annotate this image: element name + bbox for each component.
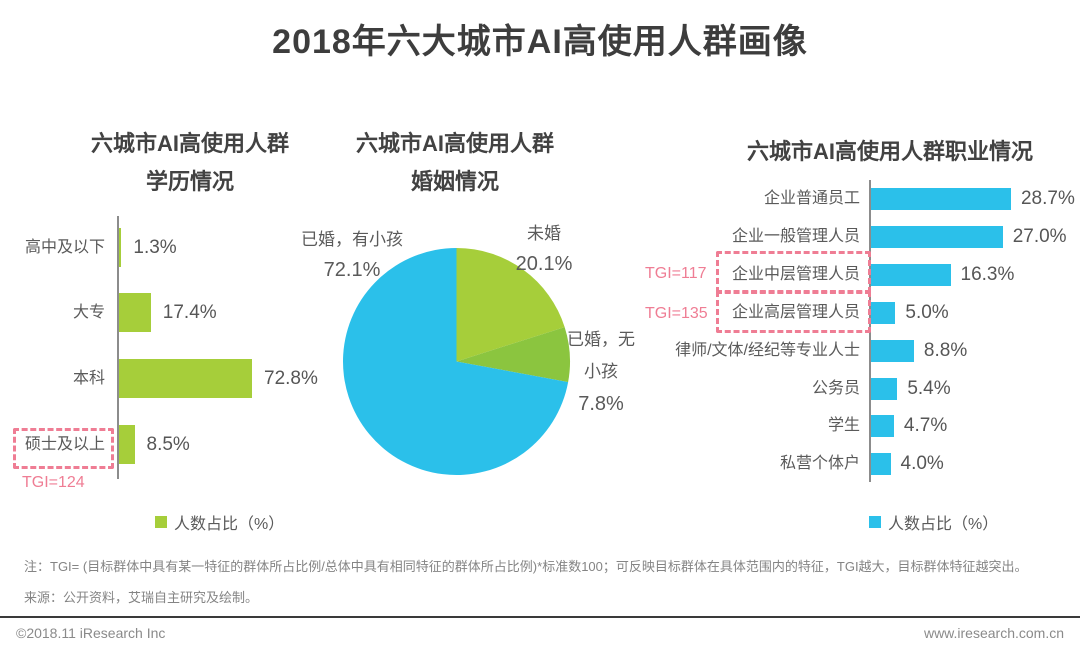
bar-value-label: 72.8% — [264, 368, 318, 390]
bar-value-label: 27.0% — [1012, 225, 1067, 247]
occupation-chart-title: 六城市AI高使用人群职业情况 — [746, 139, 1033, 164]
bar-category-label: 企业一般管理人员 — [731, 227, 860, 245]
education-tgi-label: TGI=124 — [22, 474, 85, 491]
occupation-tgi-label-mid: TGI=117 — [645, 265, 707, 282]
occupation-tgi-label-top: TGI=135 — [645, 305, 708, 322]
education-chart-title-line2: 学历情况 — [145, 169, 234, 194]
bar-category-label: 学生 — [827, 417, 860, 435]
source-note: 来源：公开资料，艾瑞自主研究及绘制。 — [24, 590, 259, 605]
bar-value-label: 4.7% — [903, 415, 948, 437]
bar — [871, 301, 896, 324]
bar-value-label: 17.4% — [162, 302, 217, 324]
bar-category-label: 企业普通员工 — [763, 190, 860, 207]
pie-label-value: 20.1% — [515, 253, 573, 275]
pie-label-unmarried: 未婚 20.1% — [498, 218, 590, 280]
bar — [119, 424, 135, 464]
bar — [871, 188, 1011, 210]
bar-category-label: 企业高层管理人员 — [731, 303, 860, 321]
pie-label-text: 未婚 — [527, 224, 561, 243]
bar-value-label: 16.3% — [960, 263, 1015, 285]
occupation-tgi-highlight-box-mid — [716, 251, 871, 293]
bar — [871, 377, 898, 400]
bar-value-label: 8.8% — [923, 339, 968, 361]
education-chart-title-line1: 六城市AI高使用人群 — [90, 131, 289, 156]
education-legend: 人数占比（%） — [155, 510, 284, 534]
website-url: www.iresearch.com.cn — [923, 625, 1064, 641]
bar-category-label: 私营个体户 — [779, 455, 860, 473]
bar-category-label: 律师/文体/经纪等专业人士 — [675, 341, 860, 359]
marriage-chart-title-line2: 婚姻情况 — [410, 169, 499, 194]
bar-value-label: 5.0% — [905, 301, 949, 323]
bar — [119, 227, 122, 267]
occupation-legend-label: 人数占比（%） — [888, 516, 999, 533]
bar — [871, 225, 1003, 248]
pie-label-married-no-kids: 已婚，无小孩 7.8% — [561, 324, 641, 420]
bar-category-label: 本科 — [72, 370, 105, 388]
occupation-tgi-highlight-box-top — [716, 291, 871, 333]
bar — [119, 359, 252, 399]
bar-value-label: 8.5% — [146, 433, 190, 455]
bar-category-label: 大专 — [72, 304, 105, 322]
bar-value-label: 4.0% — [900, 453, 944, 475]
education-legend-label: 人数占比（%） — [174, 516, 285, 533]
bar-value-label: 1.3% — [133, 236, 177, 258]
pie-label-value: 72.1% — [323, 259, 381, 281]
pie-slice — [343, 248, 569, 475]
education-tgi-highlight-box — [13, 428, 114, 469]
pie-label-married-with-kids: 已婚，有小孩 72.1% — [288, 224, 416, 286]
pie-slice — [456, 248, 565, 362]
bar-category-label: 公务员 — [811, 379, 860, 397]
bar-value-label: 5.4% — [907, 377, 951, 399]
bar — [871, 263, 951, 286]
pie-label-value: 7.8% — [578, 393, 624, 415]
pie-slice — [456, 327, 570, 383]
bar — [871, 415, 894, 438]
marriage-chart-title-line1: 六城市AI高使用人群 — [355, 131, 554, 156]
bar — [871, 339, 914, 362]
tgi-footnote: 注：TGI= (目标群体中具有某一特征的群体所占比例/总体中具有相同特征的群体所… — [24, 559, 1028, 574]
marriage-pie-chart — [343, 248, 570, 475]
bar-category-label: 高中及以下 — [24, 238, 105, 256]
bar-category-label: 硕士及以上 — [24, 435, 105, 453]
occupation-legend: 人数占比（%） — [869, 510, 998, 534]
pie-label-text: 已婚，有小孩 — [301, 230, 403, 249]
pie-label-text: 已婚，无小孩 — [567, 330, 635, 381]
page-title: 2018年六大城市AI高使用人群画像 — [272, 23, 808, 61]
education-axis-line — [117, 216, 119, 479]
green-legend-swatch-icon — [155, 516, 167, 528]
copyright-text: ©2018.11 iResearch Inc — [16, 625, 166, 641]
bar-value-label: 28.7% — [1020, 188, 1075, 209]
footer-divider — [0, 616, 1080, 618]
blue-legend-swatch-icon — [869, 516, 881, 528]
bar — [871, 453, 891, 476]
bar-category-label: 企业中层管理人员 — [731, 265, 860, 283]
bar — [119, 293, 151, 333]
